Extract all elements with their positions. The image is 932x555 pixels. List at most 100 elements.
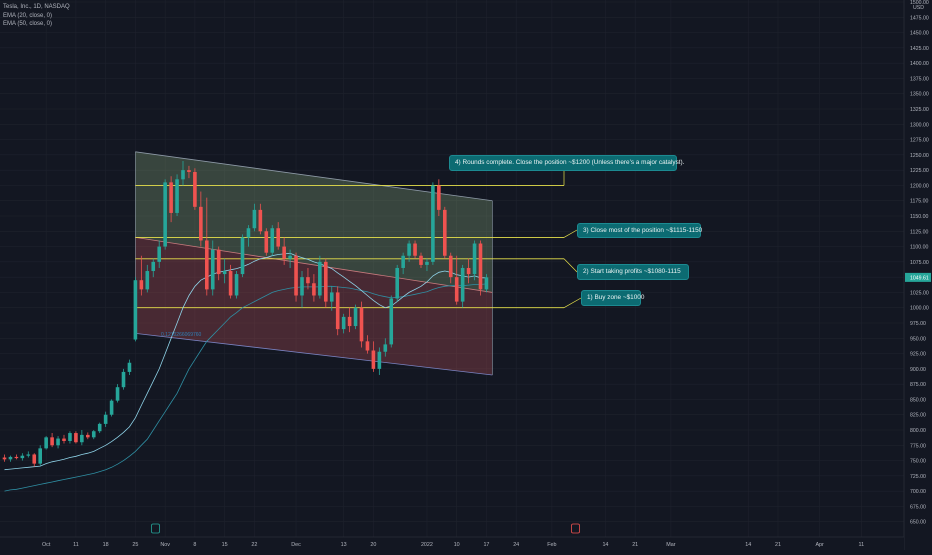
candle: [169, 176, 173, 223]
candle: [240, 234, 245, 278]
candle-body: [383, 344, 388, 352]
candle-body: [484, 277, 489, 290]
candle-body: [413, 243, 417, 256]
candle-body: [425, 261, 429, 265]
candle-body: [252, 209, 257, 229]
candle: [193, 168, 197, 210]
level-connector: [563, 229, 578, 238]
candle-body: [246, 228, 251, 238]
candle: [318, 255, 322, 299]
candle: [264, 228, 269, 256]
callout-start-profits[interactable]: 2) Start taking profits ~$1080-1115: [577, 264, 689, 280]
candle-body: [371, 350, 376, 369]
candle: [157, 240, 161, 268]
candle: [127, 359, 132, 375]
price-tick-label: 725.00: [910, 474, 926, 480]
time-tick-label: Feb: [547, 542, 556, 548]
candle-body: [353, 307, 358, 327]
candle: [365, 335, 370, 354]
price-tick-label: 825.00: [910, 413, 926, 419]
symbol-title[interactable]: Tesla, Inc., 1D, NASDAQ: [3, 4, 70, 10]
candle-body: [139, 280, 144, 290]
event-markers[interactable]: [151, 523, 580, 534]
candle-body: [443, 209, 447, 256]
candle-body: [133, 280, 138, 340]
candle: [389, 295, 394, 348]
candle-body: [258, 209, 263, 232]
candle-body: [175, 179, 179, 213]
price-tick-label: 850.00: [910, 397, 926, 403]
candle-body: [365, 341, 370, 351]
price-tick-label: 1325.00: [910, 107, 929, 113]
price-tick-label: 775.00: [910, 443, 926, 449]
candle: [454, 255, 459, 305]
price-tick-label: 800.00: [910, 428, 926, 434]
candle: [187, 165, 191, 179]
candle-body: [181, 170, 185, 180]
candle-body: [276, 228, 280, 247]
ema50-legend[interactable]: EMA (50, close, 0): [3, 21, 53, 27]
candle-body: [472, 243, 477, 275]
candle: [38, 445, 42, 466]
channel-lower-line: [135, 332, 493, 376]
candle: [425, 258, 429, 272]
price-tick-label: 1200.00: [910, 183, 929, 189]
candle-body: [431, 185, 435, 262]
price-tick-label: 1250.00: [910, 153, 929, 159]
price-tick-label: 1000.00: [910, 306, 929, 312]
level-connector: [563, 297, 582, 309]
candle-body: [151, 261, 156, 272]
candle-body: [407, 243, 411, 256]
callout-buy-zone[interactable]: 1) Buy zone ~$1000: [581, 290, 644, 306]
candle-body: [466, 267, 471, 275]
candle: [300, 271, 304, 308]
candle: [8, 455, 13, 462]
candle-body: [460, 267, 465, 302]
time-tick-label: 2022: [421, 542, 433, 548]
candle: [20, 453, 25, 461]
current-price-badge: 1049.61: [905, 272, 931, 282]
price-tick-label: 650.00: [910, 520, 926, 526]
ema20-legend[interactable]: EMA (20, close, 0): [3, 12, 53, 19]
channel-mid-line: [135, 237, 493, 293]
candle: [401, 252, 405, 275]
candle: [86, 432, 90, 440]
earnings-marker-jan[interactable]: [571, 523, 580, 534]
candle: [484, 274, 489, 293]
candle-body: [341, 316, 346, 330]
callout-close-most[interactable]: 3) Close most of the position ~$1115-115…: [577, 223, 702, 238]
candle: [252, 203, 257, 232]
candle: [371, 341, 376, 372]
candle: [139, 255, 144, 296]
callout-rounds-complete[interactable]: 4) Rounds complete. Close the position ~…: [449, 155, 684, 171]
candle: [347, 307, 352, 333]
candle-body: [145, 271, 150, 290]
candle: [80, 430, 84, 446]
time-tick-label: 13: [341, 542, 347, 548]
time-tick-label: Mar: [666, 542, 675, 548]
candle: [460, 264, 465, 308]
candle-body: [44, 437, 48, 449]
time-axis[interactable]: Oct 11 18 25 Nov 8 15 22 Dec 13 20 2022 10 17 24 Feb 14 2…: [0, 536, 904, 550]
candle: [306, 267, 310, 290]
time-tick-label: 18: [103, 542, 109, 548]
candle: [145, 264, 150, 293]
candle-body: [20, 455, 25, 459]
candle-body: [324, 261, 328, 302]
price-tick-label: 1500.00: [910, 0, 929, 6]
candle: [407, 240, 411, 262]
candle-body: [454, 277, 459, 302]
candle-body: [306, 277, 310, 284]
candle: [205, 197, 209, 296]
earnings-marker-oct[interactable]: [151, 523, 160, 534]
time-tick-label: 11: [73, 542, 79, 548]
price-tick-label: 675.00: [910, 504, 926, 510]
candle-body: [103, 414, 108, 424]
candle: [62, 434, 66, 444]
candle: [91, 430, 96, 440]
candle: [276, 222, 280, 250]
candle: [121, 368, 126, 390]
price-tick-label: 1075.00: [910, 260, 929, 266]
